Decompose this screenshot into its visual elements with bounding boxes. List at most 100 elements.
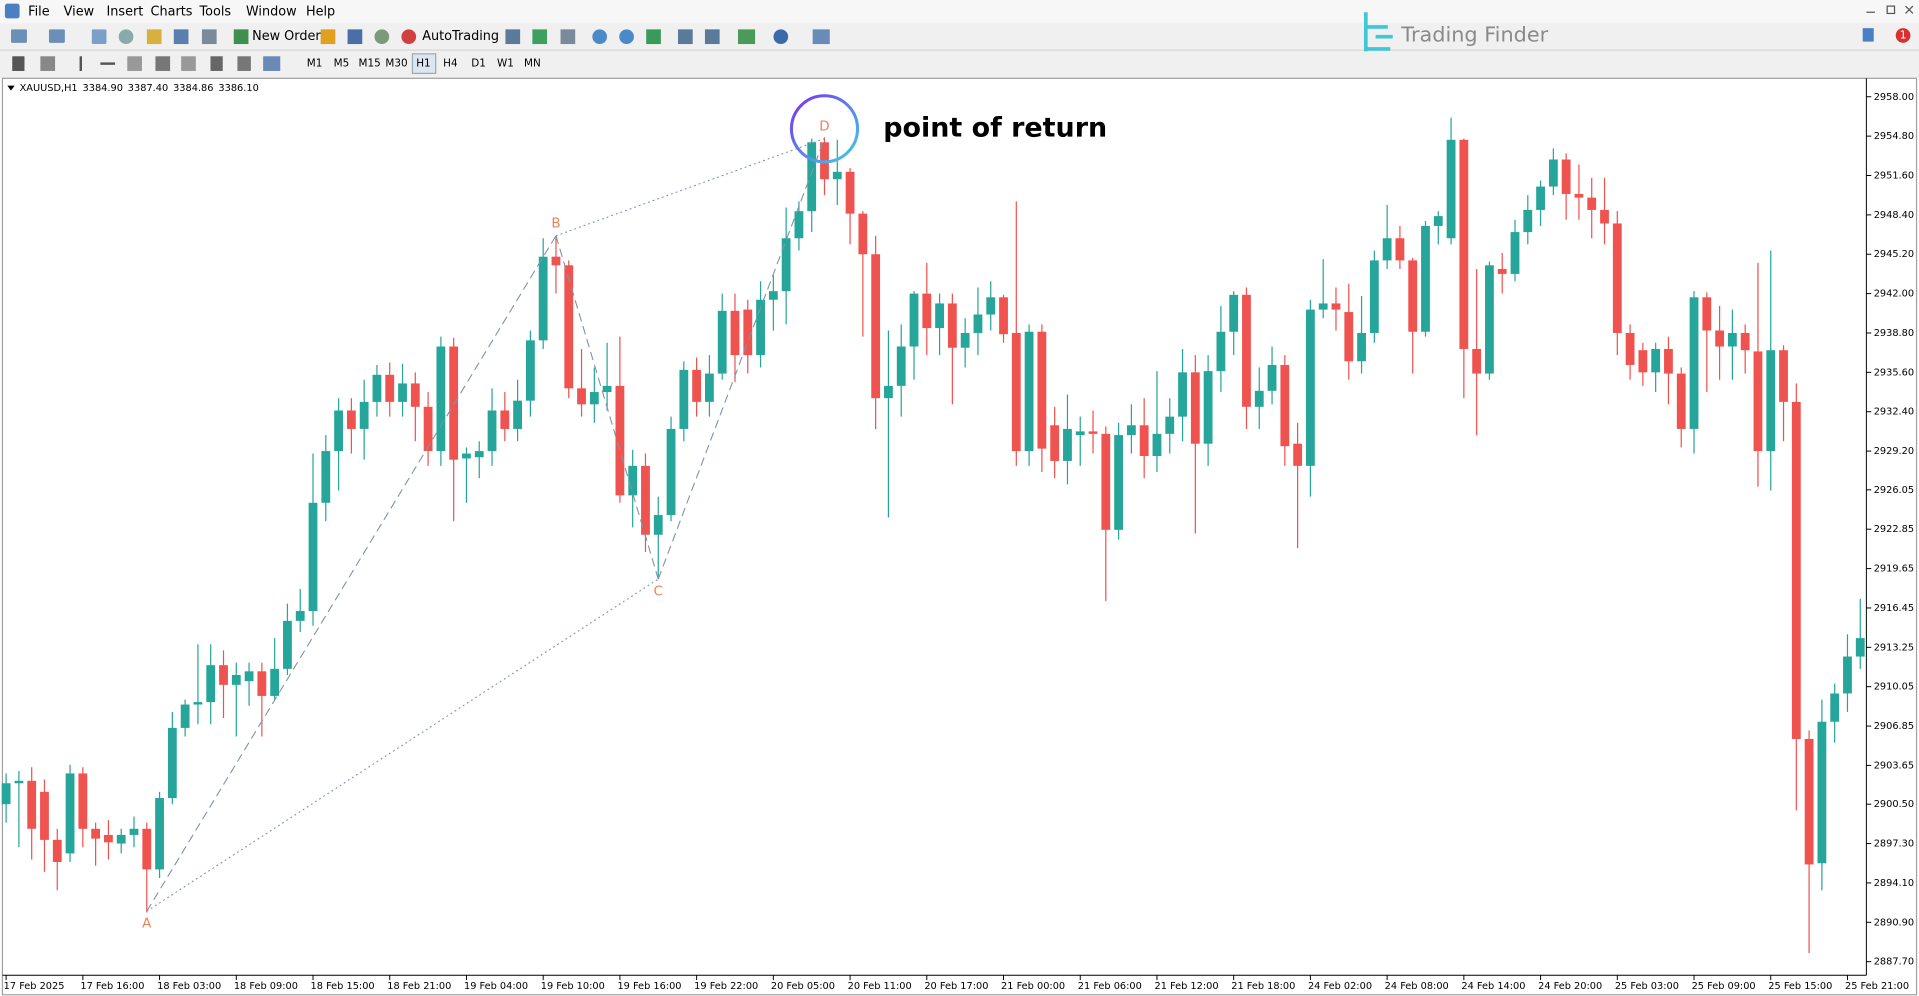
candle-body <box>142 828 152 870</box>
candle-body <box>1779 350 1788 402</box>
candle-body <box>1510 232 1520 274</box>
y-tick-label: 2906.85 <box>1874 721 1914 732</box>
x-tick-label: 18 Feb 03:00 <box>157 981 221 992</box>
pattern-leg <box>146 235 557 912</box>
candle-body <box>1855 638 1865 657</box>
candle-body <box>270 668 280 696</box>
candle-body <box>641 465 650 535</box>
candle-body <box>692 369 702 402</box>
candle-body <box>513 400 523 429</box>
x-tick-label: 25 Feb 21:00 <box>1845 981 1909 992</box>
timeframe-button[interactable]: D1 <box>471 58 486 70</box>
candle-body <box>1638 350 1648 373</box>
notification-badge[interactable] <box>1895 28 1911 43</box>
x-tick-label: 18 Feb 15:00 <box>311 981 375 992</box>
y-tick-label: 2887.70 <box>1874 957 1914 968</box>
x-tick-label: 20 Feb 17:00 <box>924 981 988 992</box>
candle-body <box>960 332 970 348</box>
candle-body <box>832 171 842 180</box>
candle-body <box>1625 332 1635 365</box>
timeframe-button[interactable]: MN <box>524 58 541 70</box>
candle-body <box>1190 372 1200 444</box>
candle-body <box>1421 225 1430 332</box>
candle-body <box>372 374 382 402</box>
x-tick-label: 24 Feb 08:00 <box>1385 981 1449 992</box>
menu-item[interactable]: Charts <box>151 5 193 20</box>
x-tick-label: 21 Feb 06:00 <box>1078 981 1142 992</box>
y-tick-label: 2942.00 <box>1874 289 1914 300</box>
candle-body <box>1 783 11 805</box>
menu-item[interactable]: File <box>28 5 50 20</box>
candle-body <box>52 839 62 863</box>
y-tick-label: 2897.30 <box>1874 839 1914 850</box>
candle-body <box>705 373 714 402</box>
y-tick-label: 2945.20 <box>1874 249 1914 260</box>
candle-body <box>1178 372 1187 417</box>
menu-item[interactable]: View <box>64 5 94 20</box>
candle-body <box>1536 186 1545 210</box>
x-tick-label: 25 Feb 03:00 <box>1615 981 1679 992</box>
candle-body <box>1011 332 1021 452</box>
candle-body <box>1689 297 1699 429</box>
candle-body <box>1587 197 1597 210</box>
candle-body <box>104 834 113 843</box>
candle-body <box>257 671 267 696</box>
y-tick-label: 2890.90 <box>1874 917 1914 928</box>
candle-body <box>564 265 574 389</box>
candle-body <box>1152 433 1162 457</box>
menu: File View Insert Charts Tools Window Help <box>28 5 335 20</box>
logo-mark <box>1363 12 1393 52</box>
candle-body <box>1203 371 1213 444</box>
candle-body <box>871 254 881 399</box>
autotrading-button[interactable]: AutoTrading <box>422 29 499 44</box>
candle-body <box>462 453 471 459</box>
candle-body <box>1050 425 1060 461</box>
candle-body <box>577 388 586 405</box>
candle-body <box>91 828 101 839</box>
y-tick-label: 2916.45 <box>1874 603 1914 614</box>
menu-item[interactable]: Tools <box>198 5 231 20</box>
chart-frame <box>1 77 1918 996</box>
candle-body <box>807 142 817 212</box>
candle-body <box>1357 332 1366 362</box>
candle-body <box>1459 139 1469 349</box>
menu-item[interactable]: Window <box>246 5 297 20</box>
pattern-label: A <box>142 916 152 931</box>
y-tick-label: 2900.50 <box>1874 799 1914 810</box>
timeframe-button[interactable]: H1 <box>416 58 430 70</box>
timeframe-button[interactable]: W1 <box>497 58 514 70</box>
candle-body <box>1344 312 1354 362</box>
menu-item[interactable]: Help <box>306 5 335 20</box>
search-icon[interactable] <box>1862 28 1874 42</box>
timeframe-button[interactable]: M30 <box>385 58 407 70</box>
timeframe-button[interactable]: M1 <box>307 58 323 70</box>
candle-body <box>628 465 638 496</box>
x-tick-label: 19 Feb 22:00 <box>694 981 758 992</box>
timeframe-button[interactable]: M15 <box>359 58 381 70</box>
candle-body <box>1114 435 1124 530</box>
candle-body <box>295 611 305 621</box>
y-tick-label: 2922.85 <box>1874 524 1914 535</box>
y-tick-label: 2951.60 <box>1874 170 1914 181</box>
candle-body <box>1548 159 1558 187</box>
candle-body <box>858 213 868 255</box>
x-tick-label: 20 Feb 05:00 <box>771 981 835 992</box>
x-tick-label: 20 Feb 11:00 <box>848 981 912 992</box>
y-tick-label: 2903.65 <box>1874 760 1914 771</box>
toolbar-icons <box>11 29 830 71</box>
x-tick-label: 19 Feb 16:00 <box>617 981 681 992</box>
candle-body <box>449 346 459 460</box>
candle-body <box>436 346 446 452</box>
candle-body <box>1037 331 1047 449</box>
candle-body <box>768 291 778 300</box>
timeframe-button[interactable]: M5 <box>334 58 350 70</box>
candle-body <box>1817 721 1827 864</box>
new-order-button[interactable]: New Order <box>252 29 321 44</box>
candle-body <box>1791 401 1801 739</box>
candle-body <box>321 451 331 503</box>
menu-item[interactable]: Insert <box>106 5 143 20</box>
candle-body <box>1216 331 1226 372</box>
candle-body <box>602 385 612 393</box>
header-value: 3384.90 <box>83 83 123 94</box>
timeframe-button[interactable]: H4 <box>443 58 458 70</box>
